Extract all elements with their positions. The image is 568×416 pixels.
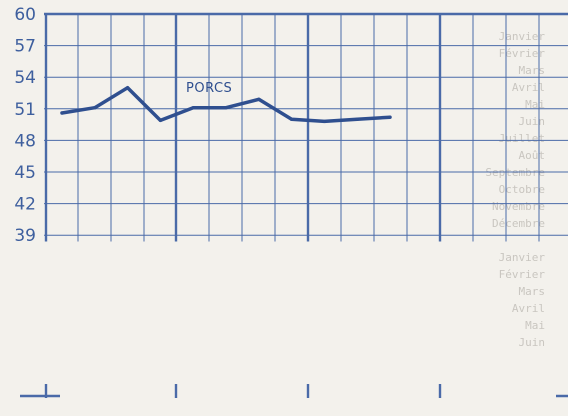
ghost-text: Janvier <box>499 30 546 43</box>
series-layer: PORCS <box>60 81 392 124</box>
ghost-text: Janvier <box>499 251 546 264</box>
data-point <box>290 117 294 121</box>
ghost-text: Octobre <box>499 183 545 196</box>
ghost-text: Décembre <box>492 217 545 230</box>
y-axis-tick-labels: 60 57 54 51 48 45 42 39 <box>14 5 36 246</box>
data-point <box>191 106 195 110</box>
ghost-text: Février <box>499 47 546 60</box>
y-tick-label: 54 <box>14 68 36 88</box>
y-tick-label: 51 <box>14 100 36 120</box>
y-tick-label: 45 <box>14 163 36 183</box>
ghost-text: Juin <box>519 115 546 128</box>
ghost-text: Mars <box>519 285 546 298</box>
y-tick-label: 60 <box>14 5 36 25</box>
y-tick-label: 57 <box>14 37 36 57</box>
data-point <box>355 117 359 121</box>
ghost-text: Novembre <box>492 200 545 213</box>
data-point <box>388 115 392 119</box>
data-point <box>224 106 228 110</box>
ghost-text: Mai <box>525 98 545 111</box>
ghost-text: Mars <box>519 64 546 77</box>
ghost-text: Mai <box>525 319 545 332</box>
data-point <box>322 119 326 124</box>
data-point <box>60 111 64 115</box>
data-point <box>93 106 97 110</box>
ghost-text: Avril <box>512 302 545 315</box>
ghost-text: Juin <box>519 336 546 349</box>
ghost-text: Août <box>519 149 546 162</box>
y-tick-label: 39 <box>14 226 36 246</box>
y-tick-label: 42 <box>14 195 36 215</box>
data-point <box>158 118 162 122</box>
y-tick-label: 48 <box>14 131 36 151</box>
ghost-text: Février <box>499 268 546 281</box>
data-point <box>126 86 130 90</box>
ghost-text: Avril <box>512 81 545 94</box>
series-label: PORCS <box>186 81 232 96</box>
data-point <box>257 97 261 101</box>
grid <box>20 12 568 398</box>
ghost-text: Juillet <box>499 132 545 145</box>
